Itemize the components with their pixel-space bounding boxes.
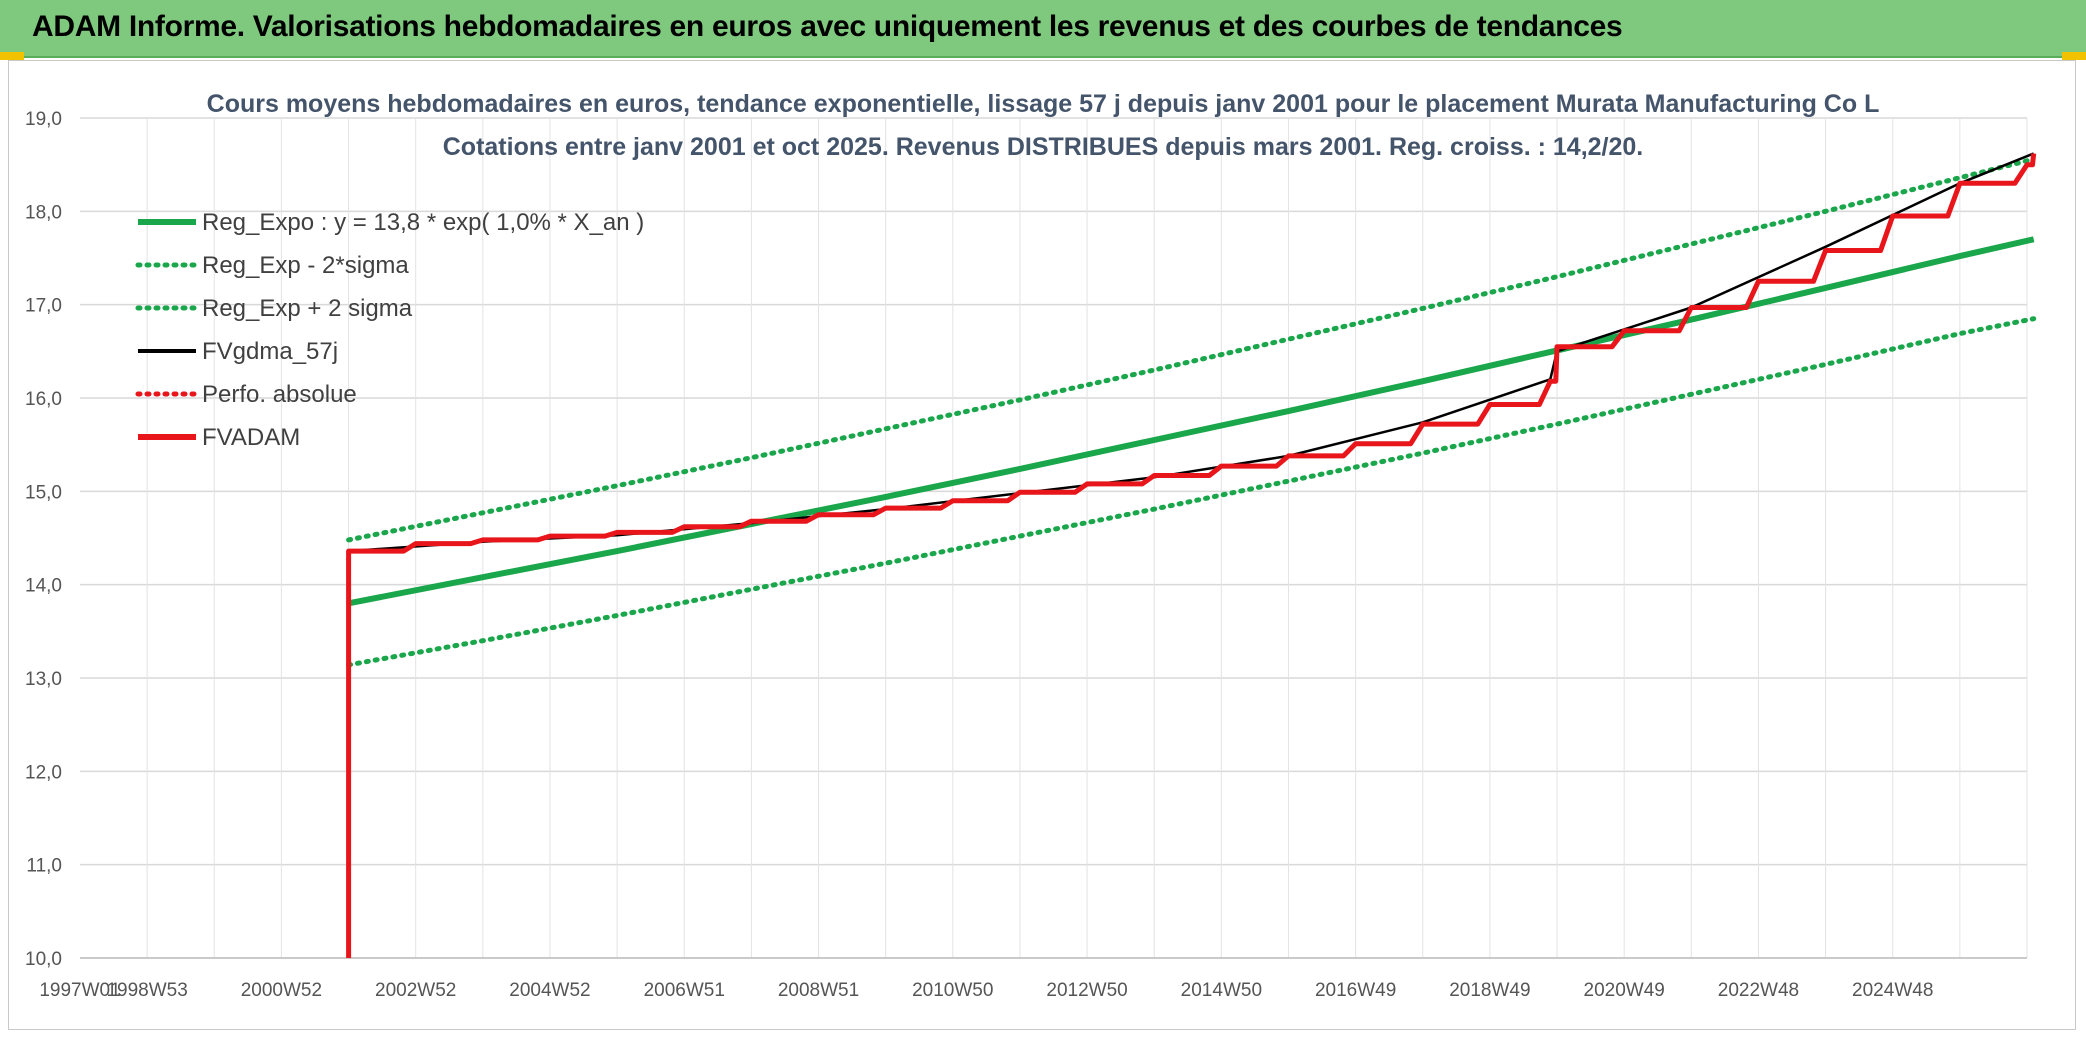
y-tick-label: 12,0 bbox=[25, 762, 62, 783]
x-tick-label: 2008W51 bbox=[778, 980, 859, 1001]
x-tick-label: 1997W01 bbox=[39, 980, 120, 1001]
report-banner: ADAM Informe. Valorisations hebdomadaire… bbox=[0, 0, 2086, 58]
x-tick-label: 2016W49 bbox=[1315, 980, 1396, 1001]
y-tick-label: 18,0 bbox=[25, 202, 62, 223]
y-tick-label: 17,0 bbox=[25, 296, 62, 317]
y-tick-label: 15,0 bbox=[25, 482, 62, 503]
banner-corner-left bbox=[0, 52, 24, 60]
series-line-5 bbox=[346, 153, 2037, 958]
legend-label: FVADAM bbox=[202, 424, 300, 451]
y-tick-label: 10,0 bbox=[25, 949, 62, 970]
series-line-0 bbox=[348, 236, 2035, 607]
legend-label: Reg_Exp + 2 sigma bbox=[202, 295, 413, 322]
y-tick-label: 11,0 bbox=[26, 856, 62, 877]
x-tick-label: 2012W50 bbox=[1046, 980, 1127, 1001]
chart-ticks: 10,0 11,0 12,0 13,0 14,0 15,0 16,0 17,0 18,0 19,0… bbox=[25, 109, 1933, 1001]
legend-label: Reg_Expo : y = 13,8 * exp( 1,0% * X_an ) bbox=[202, 209, 644, 236]
y-tick-label: 19,0 bbox=[25, 109, 62, 130]
chart-frame bbox=[8, 60, 2076, 1030]
report-title: ADAM Informe. Valorisations hebdomadaire… bbox=[32, 10, 1623, 43]
x-tick-label: 2006W51 bbox=[644, 980, 725, 1001]
chart-title: Cours moyens hebdomadaires en euros, ten… bbox=[207, 90, 1880, 118]
banner-corner-right bbox=[2062, 52, 2086, 60]
x-tick-label: 2000W52 bbox=[241, 980, 322, 1001]
chart-legend: Reg_Expo : y = 13,8 * exp( 1,0% * X_an )… bbox=[135, 209, 644, 451]
x-tick-label: 2010W50 bbox=[912, 980, 993, 1001]
chart-series bbox=[346, 152, 2037, 958]
series-line-1 bbox=[346, 316, 2037, 668]
y-tick-label: 14,0 bbox=[25, 576, 62, 597]
series-line-2 bbox=[346, 156, 2037, 543]
x-tick-label: 2002W52 bbox=[375, 980, 456, 1001]
x-tick-label: 2014W50 bbox=[1181, 980, 1262, 1001]
y-tick-label: 13,0 bbox=[25, 669, 62, 690]
legend-label: FVgdma_57j bbox=[202, 338, 338, 365]
x-tick-label: 2020W49 bbox=[1584, 980, 1665, 1001]
legend-label: Perfo. absolue bbox=[202, 381, 357, 408]
x-tick-label: 2004W52 bbox=[509, 980, 590, 1001]
chart-subtitle: Cotations entre janv 2001 et oct 2025. R… bbox=[443, 133, 1644, 161]
chart-grid bbox=[80, 117, 2028, 959]
x-tick-label: 1998W53 bbox=[106, 980, 187, 1001]
y-tick-label: 16,0 bbox=[25, 389, 62, 410]
legend-label: Reg_Exp - 2*sigma bbox=[202, 252, 409, 279]
x-tick-label: 2024W48 bbox=[1852, 980, 1933, 1001]
x-tick-label: 2018W49 bbox=[1449, 980, 1530, 1001]
x-tick-label: 2022W48 bbox=[1718, 980, 1799, 1001]
